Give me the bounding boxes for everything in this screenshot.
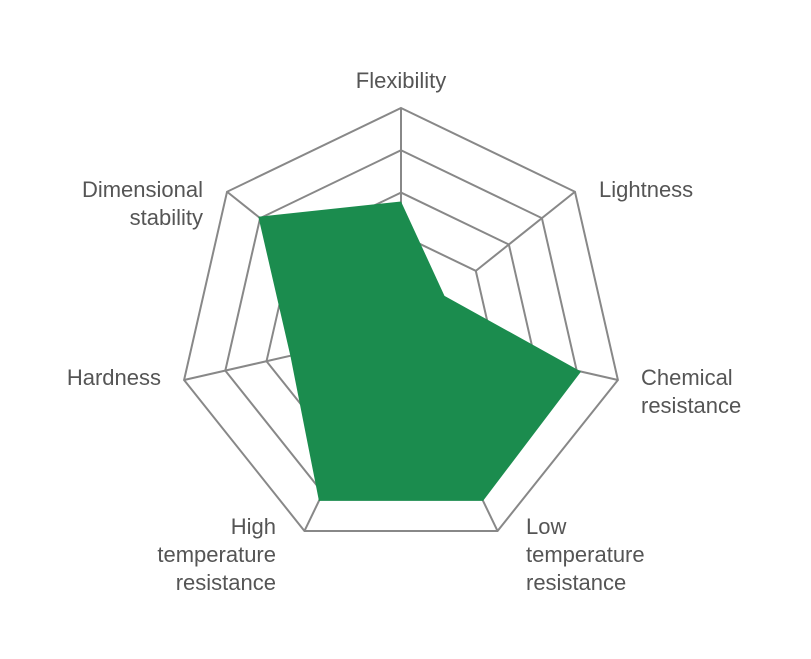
axis-label: Dimensional stability (81, 177, 203, 230)
axis-label: Hardness (66, 365, 161, 390)
axis-label: Flexibility (355, 68, 447, 93)
axis-label: Lightness (599, 177, 694, 202)
spoke (183, 350, 308, 381)
spoke (475, 190, 576, 272)
data-area (258, 201, 582, 501)
axis-label: Low temperature resistance (526, 514, 645, 595)
grid-ring (182, 106, 620, 532)
axis-label: Chemical resistance (641, 365, 742, 418)
axis-label: High temperature resistance (157, 514, 276, 595)
